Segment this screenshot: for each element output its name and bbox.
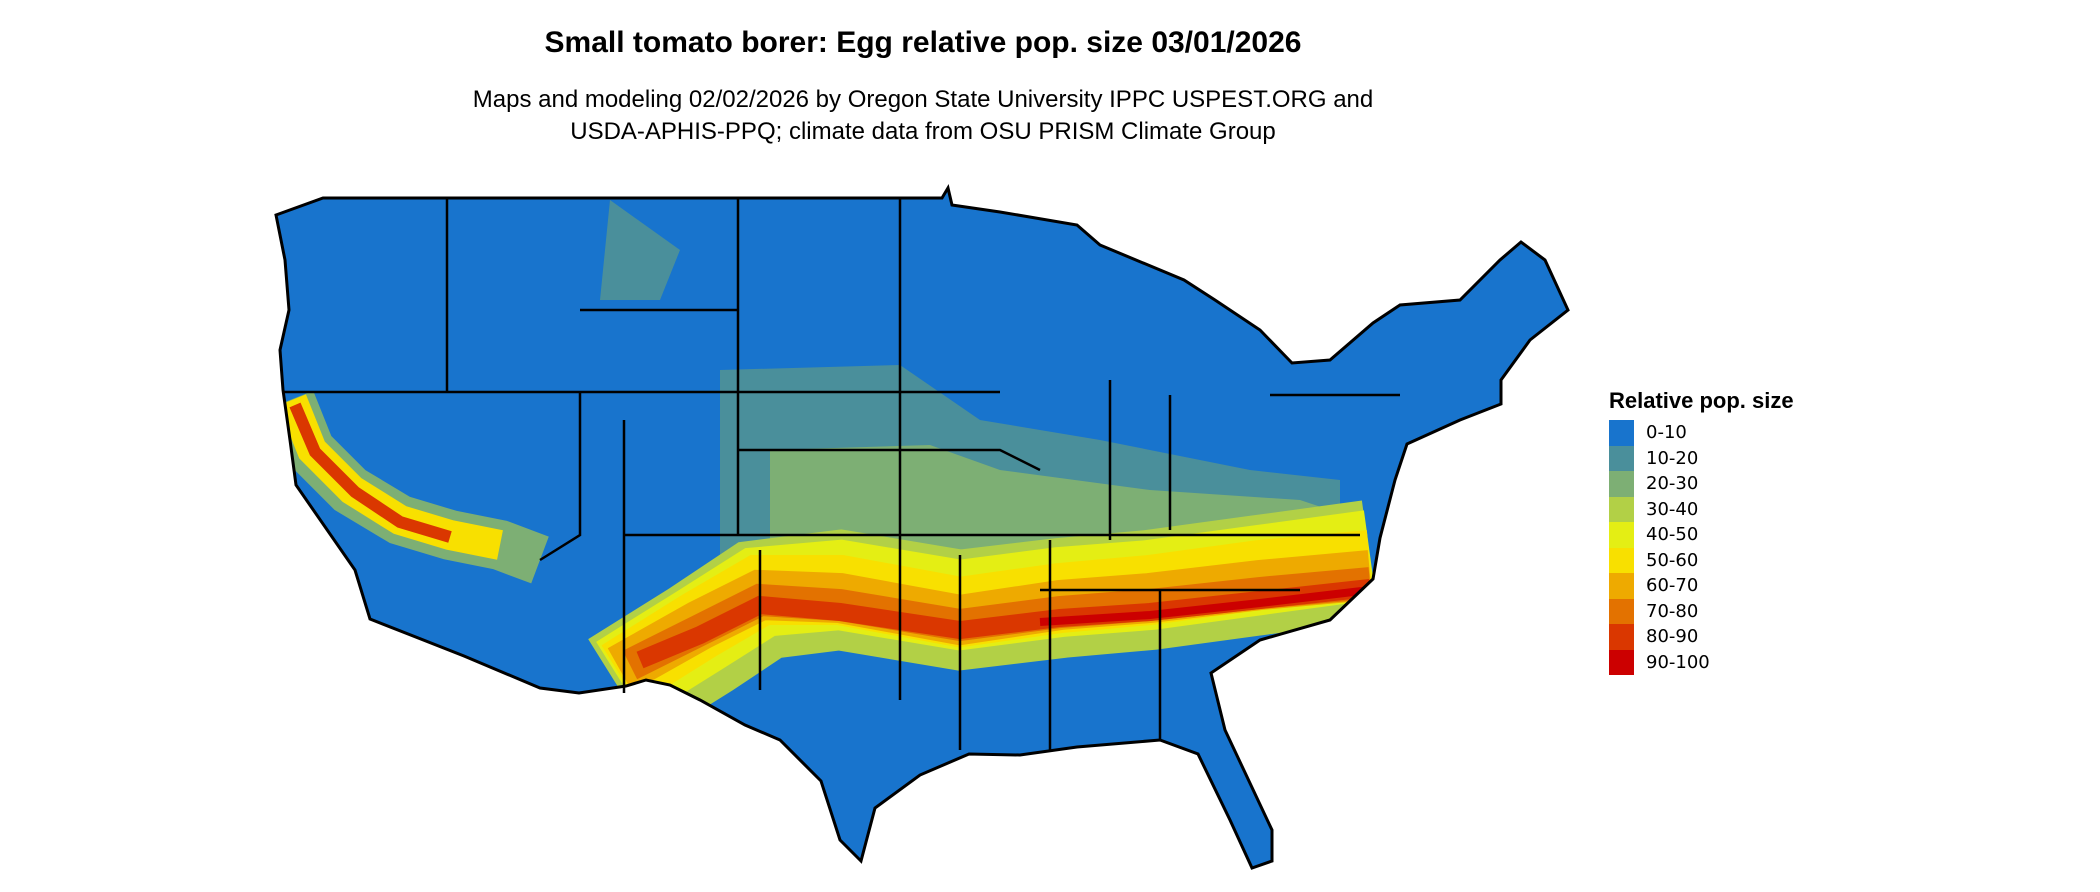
legend-swatch bbox=[1609, 598, 1634, 624]
legend-swatch bbox=[1609, 649, 1634, 675]
legend-swatch bbox=[1609, 624, 1634, 650]
map-subtitle-line-1: Maps and modeling 02/02/2026 by Oregon S… bbox=[472, 86, 1374, 113]
map-title: Small tomato borer: Egg relative pop. si… bbox=[544, 26, 1302, 59]
border-ne-ks bbox=[738, 448, 1041, 472]
us-outline bbox=[274, 184, 1570, 870]
legend-label: 50-60 bbox=[1646, 549, 1699, 571]
border-nv-ut bbox=[539, 392, 582, 562]
legend-item: 50-60 bbox=[1609, 547, 1794, 573]
legend-label: 60-70 bbox=[1646, 575, 1699, 597]
legend-label: 90-100 bbox=[1646, 651, 1710, 673]
legend-item: 30-40 bbox=[1609, 496, 1794, 522]
legend-item: 90-100 bbox=[1609, 649, 1794, 675]
legend-label: 30-40 bbox=[1646, 498, 1699, 520]
legend-label: 80-90 bbox=[1646, 626, 1699, 648]
legend-swatch bbox=[1609, 496, 1634, 522]
legend-item: 60-70 bbox=[1609, 573, 1794, 599]
legend-swatch bbox=[1609, 522, 1634, 548]
legend-label: 0-10 bbox=[1646, 422, 1687, 444]
legend-label: 10-20 bbox=[1646, 447, 1699, 469]
legend-label: 40-50 bbox=[1646, 524, 1699, 546]
legend-swatch bbox=[1609, 573, 1634, 599]
legend-item: 40-50 bbox=[1609, 522, 1794, 548]
legend-label: 70-80 bbox=[1646, 600, 1699, 622]
legend: Relative pop. size 0-10 10-20 20-30 30-40 40… bbox=[1609, 388, 1794, 675]
legend-swatch bbox=[1609, 420, 1634, 446]
map-subtitle-line-2: USDA-APHIS-PPQ; climate data from OSU PR… bbox=[570, 118, 1276, 145]
legend-item: 70-80 bbox=[1609, 598, 1794, 624]
zone-90-100 bbox=[1039, 586, 1371, 626]
legend-item: 10-20 bbox=[1609, 445, 1794, 471]
legend-item: 80-90 bbox=[1609, 624, 1794, 650]
legend-label: 20-30 bbox=[1646, 473, 1699, 495]
legend-item: 20-30 bbox=[1609, 471, 1794, 497]
zone-10-20-montana bbox=[600, 200, 680, 300]
legend-swatch bbox=[1609, 471, 1634, 497]
legend-item: 0-10 bbox=[1609, 420, 1794, 446]
legend-swatch bbox=[1609, 547, 1634, 573]
legend-title: Relative pop. size bbox=[1609, 388, 1794, 413]
legend-swatch bbox=[1609, 445, 1634, 471]
state-borders bbox=[283, 198, 1400, 750]
zone-southwest-80-90 bbox=[289, 402, 452, 543]
